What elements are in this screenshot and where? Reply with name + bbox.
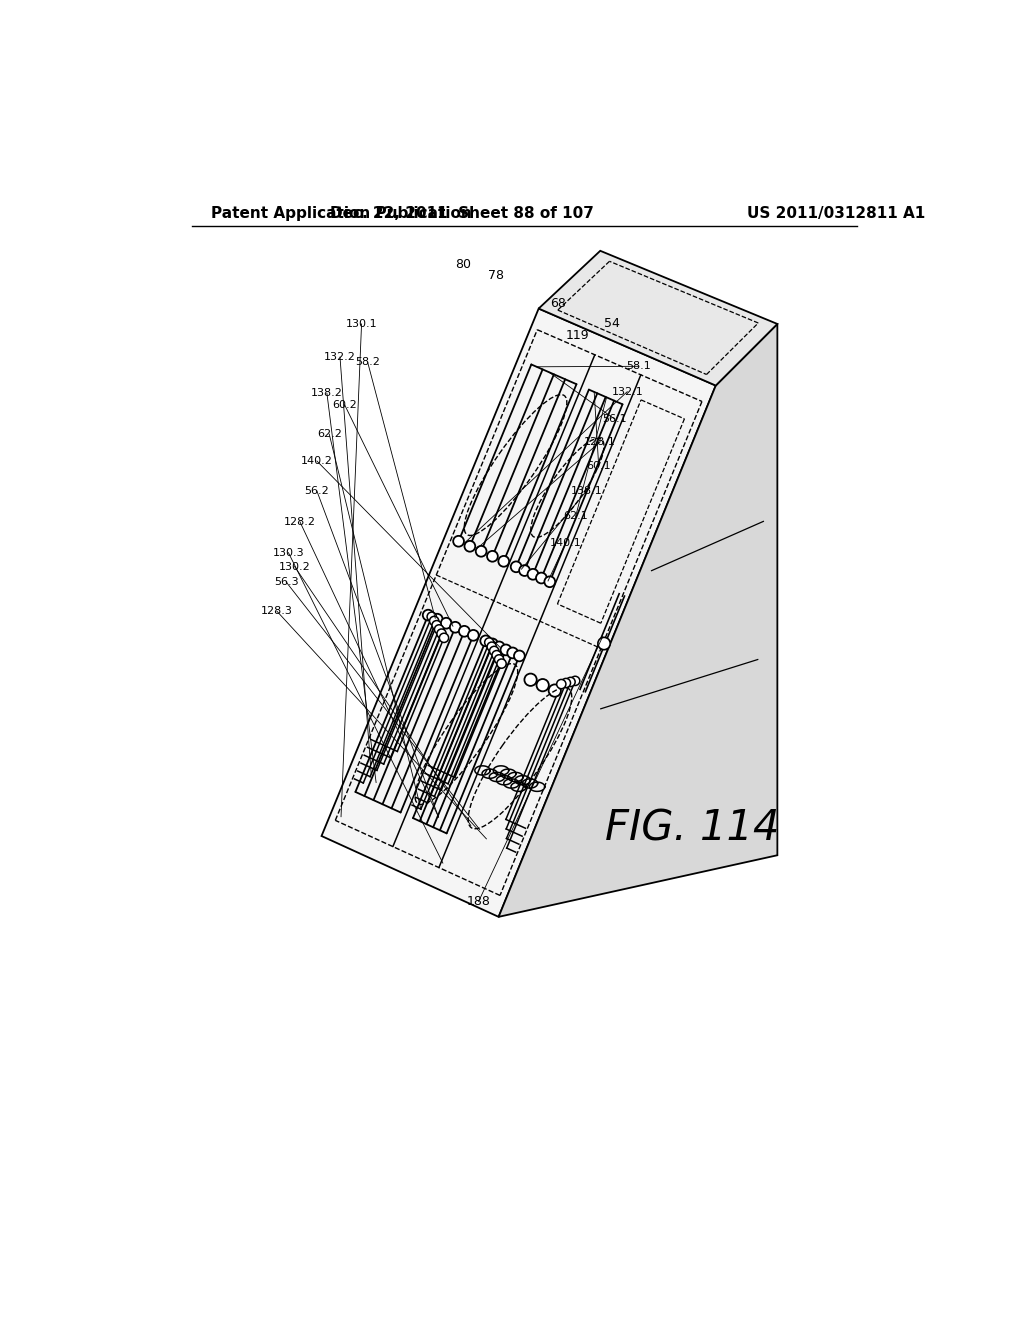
Circle shape bbox=[437, 630, 446, 639]
Text: 58.2: 58.2 bbox=[355, 358, 380, 367]
Polygon shape bbox=[499, 323, 777, 917]
Text: 138.1: 138.1 bbox=[570, 486, 602, 496]
Circle shape bbox=[598, 638, 610, 649]
Text: 130.2: 130.2 bbox=[279, 561, 310, 572]
Text: 68: 68 bbox=[550, 297, 566, 310]
Circle shape bbox=[494, 642, 505, 652]
Circle shape bbox=[450, 622, 461, 632]
Circle shape bbox=[561, 678, 570, 688]
Circle shape bbox=[524, 673, 537, 686]
Text: 130.3: 130.3 bbox=[272, 548, 304, 557]
Circle shape bbox=[427, 612, 436, 622]
Text: 58.1: 58.1 bbox=[627, 362, 651, 371]
Text: 80: 80 bbox=[456, 259, 471, 271]
Circle shape bbox=[492, 651, 502, 660]
Circle shape bbox=[537, 678, 549, 692]
Text: 62.2: 62.2 bbox=[316, 429, 342, 440]
Circle shape bbox=[501, 644, 511, 655]
Circle shape bbox=[487, 550, 498, 562]
Circle shape bbox=[454, 536, 464, 546]
Circle shape bbox=[566, 677, 575, 686]
Text: 140.2: 140.2 bbox=[301, 455, 333, 466]
Circle shape bbox=[439, 634, 449, 643]
Text: FIG. 114: FIG. 114 bbox=[605, 808, 780, 849]
Polygon shape bbox=[322, 309, 716, 917]
Circle shape bbox=[507, 648, 518, 659]
Circle shape bbox=[495, 655, 504, 664]
Circle shape bbox=[484, 638, 494, 647]
Circle shape bbox=[489, 647, 499, 656]
Circle shape bbox=[499, 556, 509, 566]
Text: 128.3: 128.3 bbox=[261, 606, 293, 616]
Circle shape bbox=[557, 680, 566, 689]
Text: 56.2: 56.2 bbox=[304, 486, 330, 496]
Text: 62.1: 62.1 bbox=[563, 511, 588, 521]
Circle shape bbox=[570, 676, 580, 685]
Text: 60.2: 60.2 bbox=[332, 400, 357, 409]
Text: Patent Application Publication: Patent Application Publication bbox=[211, 206, 472, 222]
Text: 128.1: 128.1 bbox=[585, 437, 616, 446]
Text: 132.1: 132.1 bbox=[611, 387, 643, 397]
Circle shape bbox=[480, 635, 492, 647]
Circle shape bbox=[429, 616, 439, 626]
Circle shape bbox=[476, 546, 486, 557]
Circle shape bbox=[487, 642, 497, 651]
Text: 132.2: 132.2 bbox=[324, 352, 356, 362]
Circle shape bbox=[434, 624, 443, 634]
Text: 60.1: 60.1 bbox=[587, 462, 611, 471]
Circle shape bbox=[423, 610, 433, 620]
Circle shape bbox=[432, 620, 441, 630]
Circle shape bbox=[514, 651, 524, 661]
Circle shape bbox=[468, 630, 479, 640]
Circle shape bbox=[511, 561, 521, 572]
Circle shape bbox=[487, 639, 498, 649]
Circle shape bbox=[527, 569, 539, 579]
Polygon shape bbox=[539, 251, 777, 385]
Text: 56.3: 56.3 bbox=[273, 577, 298, 587]
Circle shape bbox=[549, 685, 561, 697]
Circle shape bbox=[459, 626, 470, 636]
Text: 130.1: 130.1 bbox=[346, 319, 378, 329]
Text: 119: 119 bbox=[565, 329, 589, 342]
Text: 54: 54 bbox=[604, 317, 620, 330]
Circle shape bbox=[497, 659, 506, 668]
Circle shape bbox=[545, 577, 555, 587]
Text: 56.1: 56.1 bbox=[602, 413, 627, 424]
Circle shape bbox=[441, 618, 452, 628]
Text: 138.2: 138.2 bbox=[311, 388, 343, 399]
Text: 78: 78 bbox=[488, 269, 504, 282]
Text: 140.1: 140.1 bbox=[550, 539, 582, 548]
Text: 128.2: 128.2 bbox=[284, 517, 316, 527]
Circle shape bbox=[519, 565, 530, 576]
Text: Dec. 22, 2011  Sheet 88 of 107: Dec. 22, 2011 Sheet 88 of 107 bbox=[330, 206, 594, 222]
Text: 188: 188 bbox=[467, 895, 490, 908]
Circle shape bbox=[432, 614, 442, 624]
Text: US 2011/0312811 A1: US 2011/0312811 A1 bbox=[746, 206, 925, 222]
Circle shape bbox=[465, 541, 475, 552]
Circle shape bbox=[536, 573, 547, 583]
